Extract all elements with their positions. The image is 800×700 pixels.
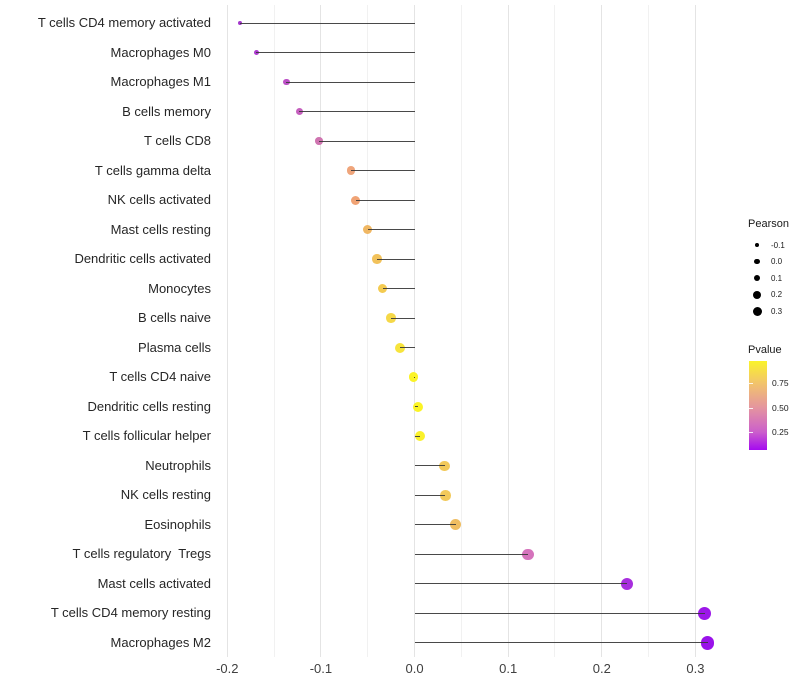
lollipop-stem xyxy=(414,642,708,644)
y-axis-label: Dendritic cells resting xyxy=(87,398,211,414)
lollipop-stem xyxy=(350,170,415,172)
lollipop-stem xyxy=(414,494,446,496)
pearson-legend-title: Pearson xyxy=(748,218,789,230)
y-axis-label: Mast cells resting xyxy=(110,221,211,237)
lollipop-stem xyxy=(240,22,415,24)
lollipop-stem xyxy=(377,258,415,260)
y-axis-label: T cells CD8 xyxy=(144,133,211,149)
lollipop-stem xyxy=(355,199,415,201)
pvalue-colorbar xyxy=(749,361,767,450)
y-axis-label: T cells CD4 naive xyxy=(109,369,211,385)
lollipop-stem xyxy=(286,81,415,83)
y-axis-label: Neutrophils xyxy=(145,457,211,473)
lollipop-stem xyxy=(299,111,415,113)
y-axis-label: B cells memory xyxy=(122,103,211,119)
y-axis-label: Macrophages M0 xyxy=(110,44,211,60)
x-axis-tick-label: 0.3 xyxy=(686,661,705,676)
lollipop-stem xyxy=(414,435,421,437)
gridline-major xyxy=(320,5,322,657)
lollipop-stem xyxy=(414,583,628,585)
lollipop-stem xyxy=(413,376,415,378)
pvalue-colorbar-tick xyxy=(749,432,753,433)
pvalue-legend-label: 0.25 xyxy=(772,426,789,437)
y-axis-label: NK cells resting xyxy=(120,487,211,503)
y-axis-label: Macrophages M1 xyxy=(110,74,211,90)
y-axis-label: NK cells activated xyxy=(107,192,211,208)
pearson-legend-dot xyxy=(752,306,762,316)
pvalue-legend-label: 0.50 xyxy=(772,402,789,413)
y-axis-label: B cells naive xyxy=(138,310,211,326)
pearson-legend-label: 0.2 xyxy=(771,290,783,299)
data-point-dot xyxy=(415,431,426,442)
gridline-minor xyxy=(554,5,556,657)
pearson-legend-label: 0.0 xyxy=(771,257,783,266)
lollipop-stem xyxy=(414,524,456,526)
pearson-legend-dot xyxy=(754,242,760,248)
x-axis-tick-label: -0.2 xyxy=(216,661,239,676)
y-axis-label: T cells regulatory Tregs xyxy=(72,546,211,562)
pearson-legend-label: -0.1 xyxy=(771,240,785,250)
pearson-legend-dot xyxy=(754,258,760,265)
lollipop-stem xyxy=(319,140,415,142)
y-axis-label: Plasma cells xyxy=(138,339,211,355)
x-axis-tick-label: 0.2 xyxy=(592,661,611,676)
lollipop-stem xyxy=(382,288,415,290)
y-axis-label: Macrophages M2 xyxy=(110,634,211,650)
gridline-major xyxy=(694,5,696,657)
data-point-dot xyxy=(620,577,634,591)
data-point-dot xyxy=(413,401,424,412)
pearson-legend-label: 0.3 xyxy=(771,306,783,316)
pvalue-colorbar-tick xyxy=(749,408,753,409)
y-axis-label: Dendritic cells activated xyxy=(74,251,211,267)
gridline-major xyxy=(414,5,416,657)
gridline-minor xyxy=(273,5,275,657)
gridline-major xyxy=(601,5,603,657)
y-axis-label: Mast cells activated xyxy=(97,575,211,591)
lollipop-stem xyxy=(256,52,415,54)
data-point-dot xyxy=(450,519,462,531)
y-axis-label: T cells CD4 memory resting xyxy=(50,605,211,621)
gridline-minor xyxy=(460,5,462,657)
data-point-dot xyxy=(440,490,451,501)
y-axis-label: T cells follicular helper xyxy=(82,428,211,444)
data-point-dot xyxy=(522,548,534,561)
x-axis-tick-label: 0.0 xyxy=(405,661,424,676)
pvalue-legend-title: Pvalue xyxy=(748,344,782,356)
lollipop-stem xyxy=(414,465,445,467)
pvalue-legend-label: 0.75 xyxy=(772,377,789,388)
y-axis-label: T cells gamma delta xyxy=(94,162,211,178)
gridline-minor xyxy=(648,5,650,657)
pearson-legend-dot xyxy=(753,290,761,299)
x-axis-tick-label: 0.1 xyxy=(499,661,518,676)
gridline-minor xyxy=(367,5,369,657)
data-point-dot xyxy=(700,636,715,650)
lollipop-stem xyxy=(414,553,528,555)
pearson-legend-label: 0.1 xyxy=(771,273,783,283)
lollipop-stem xyxy=(414,612,705,614)
y-axis-label: Monocytes xyxy=(148,280,211,296)
lollipop-stem xyxy=(399,347,415,349)
pvalue-colorbar-tick xyxy=(749,383,753,384)
data-point-dot xyxy=(439,460,450,472)
lollipop-stem xyxy=(391,317,415,319)
data-point-dot xyxy=(698,606,712,620)
gridline-major xyxy=(226,5,228,657)
y-axis-label: T cells CD4 memory activated xyxy=(37,15,211,30)
y-axis-label: Eosinophils xyxy=(144,516,212,532)
x-axis-tick-label: -0.1 xyxy=(309,661,333,676)
lollipop-stem xyxy=(414,406,419,408)
pearson-legend-dot xyxy=(753,274,761,282)
lollipop-stem xyxy=(367,229,415,231)
gridline-major xyxy=(507,5,509,657)
